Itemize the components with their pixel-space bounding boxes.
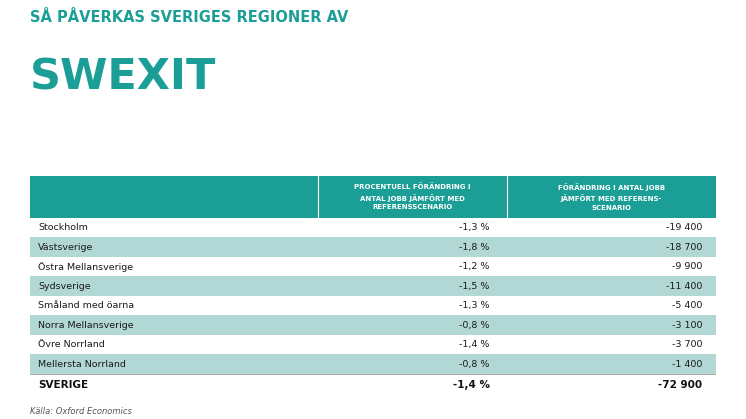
Bar [30, 296, 318, 316]
Bar [30, 257, 318, 277]
Bar [507, 237, 716, 257]
Text: -0,8 %: -0,8 % [460, 321, 489, 330]
Bar [318, 218, 507, 237]
Bar [318, 296, 507, 316]
Bar [318, 176, 507, 218]
Bar [30, 218, 318, 237]
Bar [318, 354, 507, 374]
Text: Östra Mellansverige: Östra Mellansverige [38, 261, 134, 272]
Bar [318, 335, 507, 354]
Text: -1 400: -1 400 [672, 360, 703, 369]
Text: Västsverige: Västsverige [38, 243, 93, 251]
Text: -1,2 %: -1,2 % [460, 262, 489, 271]
Bar [507, 257, 716, 277]
Text: -1,4 %: -1,4 % [453, 380, 489, 390]
Text: -3 100: -3 100 [672, 321, 703, 330]
Text: -9 900: -9 900 [672, 262, 703, 271]
Bar [507, 316, 716, 335]
Text: FÖRÄNDRING I ANTAL JOBB
JÄMFÖRT MED REFERENS-
SCENARIO: FÖRÄNDRING I ANTAL JOBB JÄMFÖRT MED REFE… [558, 183, 665, 211]
Text: -1,4 %: -1,4 % [460, 340, 489, 349]
Text: Norra Mellansverige: Norra Mellansverige [38, 321, 134, 330]
Text: -0,8 %: -0,8 % [460, 360, 489, 369]
Text: Stockholm: Stockholm [38, 223, 88, 232]
Bar [507, 335, 716, 354]
Bar [507, 374, 716, 396]
Bar [30, 316, 318, 335]
Bar [318, 277, 507, 296]
Text: SWEXIT: SWEXIT [30, 57, 216, 98]
Text: Mellersta Norrland: Mellersta Norrland [38, 360, 126, 369]
Bar [318, 257, 507, 277]
Text: -1,3 %: -1,3 % [460, 223, 489, 232]
Text: PROCENTUELL FÖRÄNDRING I
ANTAL JOBB JÄMFÖRT MED
REFERENSSCENARIO: PROCENTUELL FÖRÄNDRING I ANTAL JOBB JÄMF… [354, 184, 471, 210]
Text: Källa: Oxford Economics: Källa: Oxford Economics [30, 407, 132, 416]
Bar [318, 316, 507, 335]
Text: -1,5 %: -1,5 % [460, 282, 489, 291]
Text: -11 400: -11 400 [666, 282, 703, 291]
Bar [507, 277, 716, 296]
Text: -72 900: -72 900 [658, 380, 703, 390]
Text: -18 700: -18 700 [666, 243, 703, 251]
Bar [30, 237, 318, 257]
Text: Småland med öarna: Småland med öarna [38, 301, 134, 310]
Bar [30, 335, 318, 354]
Text: -1,3 %: -1,3 % [460, 301, 489, 310]
Bar [30, 374, 318, 396]
Text: -5 400: -5 400 [672, 301, 703, 310]
Text: -19 400: -19 400 [666, 223, 703, 232]
Text: -1,8 %: -1,8 % [460, 243, 489, 251]
Text: SÅ PÅVERKAS SVERIGES REGIONER AV: SÅ PÅVERKAS SVERIGES REGIONER AV [30, 10, 348, 26]
Bar [30, 176, 318, 218]
Bar [318, 237, 507, 257]
Bar [507, 218, 716, 237]
Bar [507, 176, 716, 218]
Text: Sydsverige: Sydsverige [38, 282, 91, 291]
Text: SVERIGE: SVERIGE [38, 380, 88, 390]
Bar [30, 354, 318, 374]
Text: Övre Norrland: Övre Norrland [38, 340, 105, 349]
Bar [318, 374, 507, 396]
Text: -3 700: -3 700 [672, 340, 703, 349]
Bar [507, 296, 716, 316]
Bar [507, 354, 716, 374]
Bar [30, 277, 318, 296]
